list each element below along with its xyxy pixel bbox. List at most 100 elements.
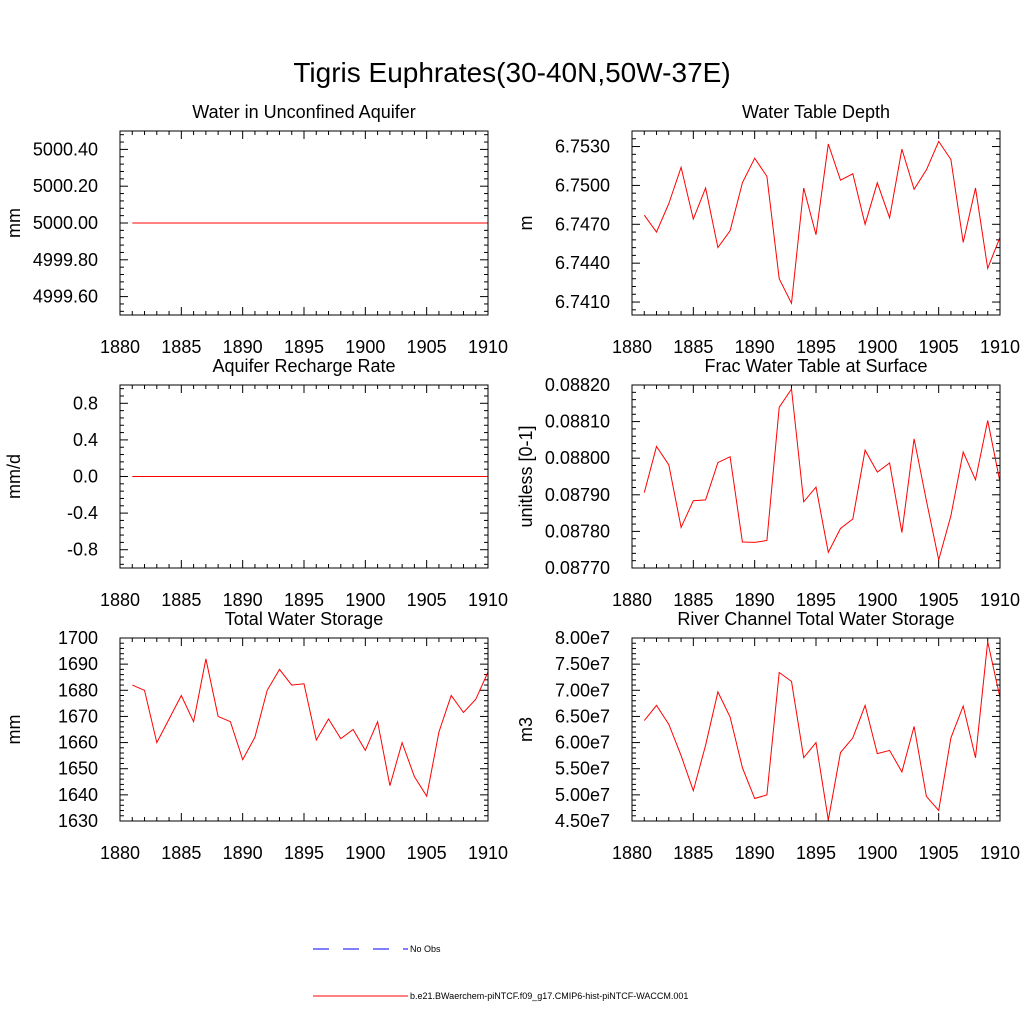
y-tick-label: 0.4 — [73, 430, 98, 450]
y-tick-label: 0.08770 — [545, 558, 610, 578]
y-tick-label: 1700 — [58, 628, 98, 648]
x-tick-label: 1905 — [407, 337, 447, 357]
y-tick-label: 1640 — [58, 785, 98, 805]
x-tick-label: 1880 — [100, 843, 140, 863]
x-tick-label: 1880 — [612, 590, 652, 610]
x-tick-label: 1880 — [100, 590, 140, 610]
y-axis-label: m — [516, 216, 536, 231]
plot-frame — [631, 384, 1001, 569]
panel-title: Water in Unconfined Aquifer — [192, 102, 415, 122]
y-tick-label: 6.7470 — [555, 214, 610, 234]
chart-panel-6: River Channel Total Water Storage m3 1880 1… — [516, 609, 1020, 863]
x-tick-label: 1900 — [345, 337, 385, 357]
y-tick-label: 6.50e7 — [555, 706, 610, 726]
x-tick-label: 1900 — [345, 843, 385, 863]
x-tick-label: 1910 — [468, 337, 508, 357]
y-axis-label: mm — [4, 715, 24, 745]
x-tick-label: 1910 — [980, 843, 1020, 863]
x-tick-label: 1890 — [223, 590, 263, 610]
legend-label-1: No Obs — [410, 944, 441, 954]
panel-title: River Channel Total Water Storage — [677, 609, 954, 629]
y-axis-label: mm — [4, 208, 24, 238]
x-tick-label: 1890 — [223, 337, 263, 357]
x-tick-label: 1880 — [612, 843, 652, 863]
x-tick-label: 1895 — [796, 843, 836, 863]
x-tick-label: 1895 — [796, 337, 836, 357]
legend: No Obs b.e21.BWaerchem-piNTCF.f09_g17.CMI… — [313, 944, 688, 1001]
x-tick-label: 1905 — [407, 843, 447, 863]
chart-panel-2: Water Table Depth m 1880 1885 1890 1895 1900 19… — [516, 102, 1020, 357]
x-tick-label: 1905 — [919, 337, 959, 357]
plot-frame — [119, 384, 489, 569]
x-tick-label: 1880 — [612, 337, 652, 357]
y-tick-label: 5.50e7 — [555, 759, 610, 779]
x-tick-label: 1910 — [468, 843, 508, 863]
x-tick-label: 1910 — [468, 590, 508, 610]
y-tick-label: 5000.00 — [33, 213, 98, 233]
x-tick-label: 1900 — [857, 843, 897, 863]
y-tick-label: 6.7440 — [555, 253, 610, 273]
x-tick-label: 1890 — [735, 843, 775, 863]
x-tick-label: 1880 — [100, 337, 140, 357]
y-tick-label: 0.8 — [73, 393, 98, 413]
panel-title: Total Water Storage — [225, 609, 383, 629]
x-tick-label: 1900 — [345, 590, 385, 610]
x-tick-label: 1885 — [673, 590, 713, 610]
y-tick-label: 5.00e7 — [555, 785, 610, 805]
plot-frame — [119, 130, 489, 316]
y-tick-label: 0.08810 — [545, 412, 610, 432]
x-tick-label: 1895 — [284, 337, 324, 357]
y-tick-label: 0.0 — [73, 467, 98, 487]
panel-grid: Water in Unconfined Aquifer mm 1880 1885 189… — [4, 102, 1020, 863]
figure-title: Tigris Euphrates(30-40N,50W-37E) — [293, 57, 730, 88]
y-axis-label: m3 — [516, 717, 536, 742]
y-tick-label: 4999.80 — [33, 250, 98, 270]
series-line — [643, 641, 1001, 821]
x-tick-label: 1890 — [735, 590, 775, 610]
y-axis-label: unitless [0-1] — [516, 425, 536, 527]
chart-panel-1: Water in Unconfined Aquifer mm 1880 1885 189… — [4, 102, 508, 357]
chart-panel-3: Aquifer Recharge Rate mm/d 1880 1885 1890 189… — [4, 356, 508, 610]
plot-frame — [119, 637, 489, 822]
x-tick-label: 1885 — [161, 590, 201, 610]
x-tick-label: 1905 — [919, 590, 959, 610]
y-tick-label: 1670 — [58, 706, 98, 726]
y-tick-label: 0.08800 — [545, 448, 610, 468]
x-tick-label: 1905 — [919, 843, 959, 863]
y-tick-label: 6.7530 — [555, 137, 610, 157]
panel-title: Water Table Depth — [742, 102, 890, 122]
y-tick-label: 0.08790 — [545, 485, 610, 505]
x-tick-label: 1900 — [857, 337, 897, 357]
y-tick-label: 1660 — [58, 733, 98, 753]
y-tick-label: 1650 — [58, 759, 98, 779]
y-tick-label: 4999.60 — [33, 287, 98, 307]
panel-title: Aquifer Recharge Rate — [212, 356, 395, 376]
series-line — [132, 658, 489, 798]
y-tick-label: 1630 — [58, 811, 98, 831]
x-tick-label: 1905 — [407, 590, 447, 610]
y-tick-label: 1680 — [58, 680, 98, 700]
x-tick-label: 1895 — [284, 843, 324, 863]
x-tick-label: 1885 — [673, 843, 713, 863]
x-tick-label: 1885 — [161, 843, 201, 863]
x-tick-label: 1910 — [980, 590, 1020, 610]
x-tick-label: 1885 — [161, 337, 201, 357]
series-line — [643, 387, 1001, 561]
x-tick-label: 1900 — [857, 590, 897, 610]
x-tick-label: 1890 — [735, 337, 775, 357]
y-tick-label: 7.50e7 — [555, 654, 610, 674]
y-tick-label: 0.08820 — [545, 375, 610, 395]
x-tick-label: 1895 — [796, 590, 836, 610]
y-tick-label: 4.50e7 — [555, 811, 610, 831]
y-tick-label: 1690 — [58, 654, 98, 674]
y-tick-label: 0.08780 — [545, 521, 610, 541]
x-tick-label: 1890 — [223, 843, 263, 863]
series-line — [643, 140, 1001, 306]
legend-label-2: b.e21.BWaerchem-piNTCF.f09_g17.CMIP6-his… — [410, 991, 688, 1001]
x-tick-label: 1910 — [980, 337, 1020, 357]
y-tick-label: 6.7500 — [555, 175, 610, 195]
chart-panel-4: Frac Water Table at Surface unitless [0-1… — [516, 356, 1020, 610]
panel-title: Frac Water Table at Surface — [704, 356, 927, 376]
y-tick-label: 6.7410 — [555, 292, 610, 312]
